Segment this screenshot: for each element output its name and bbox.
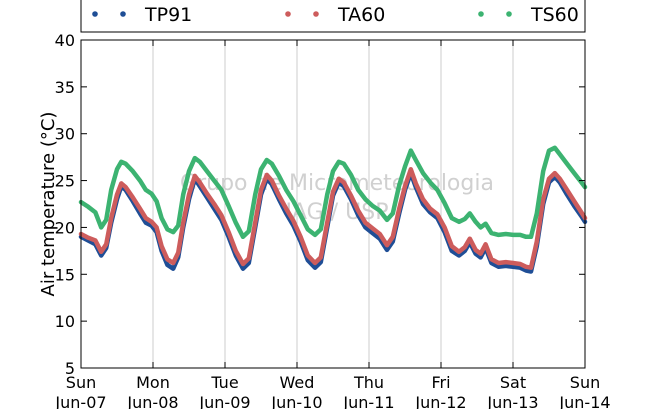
- x-tick-label-day: Sun: [66, 373, 96, 392]
- legend-box: [80, 0, 586, 33]
- legend-marker: [120, 11, 126, 17]
- legend-marker: [506, 11, 512, 17]
- y-tick-label: 30: [55, 125, 75, 144]
- legend-marker: [92, 11, 98, 17]
- series-line-ta60: [78, 167, 588, 270]
- y-axis-label: Air temperature (°C): [38, 112, 59, 297]
- x-tick-label-day: Mon: [136, 373, 170, 392]
- x-tick-label-day: Tue: [210, 373, 238, 392]
- series-line-ts60: [78, 145, 588, 240]
- x-tick-label-date: Jun-14: [558, 393, 610, 409]
- plot-frame: [80, 39, 586, 369]
- legend-marker: [285, 11, 291, 17]
- x-axis: SunJun-07MonJun-08TueJun-09WedJun-10ThuJ…: [54, 40, 611, 409]
- x-tick-label-day: Sun: [570, 373, 600, 392]
- x-tick-label-date: Jun-12: [414, 393, 466, 409]
- legend-marker: [478, 11, 484, 17]
- y-tick-label: 15: [55, 265, 75, 284]
- x-tick-label-day: Sat: [500, 373, 526, 392]
- series-group: [78, 145, 588, 274]
- y-tick-label: 40: [55, 31, 75, 50]
- legend-label-tp91: TP91: [144, 4, 192, 26]
- y-axis: 5 10 15 20 25 30 35 40: [55, 31, 585, 378]
- x-tick-label-day: Thu: [353, 373, 384, 392]
- legend-marker: [313, 11, 319, 17]
- y-tick-label: 20: [55, 218, 75, 237]
- x-tick-label-date: Jun-07: [54, 393, 106, 409]
- x-tick-label-date: Jun-10: [270, 393, 322, 409]
- x-tick-label-date: Jun-08: [126, 393, 178, 409]
- x-tick-label-date: Jun-09: [198, 393, 250, 409]
- y-tick-label: 10: [55, 312, 75, 331]
- x-tick-label-date: Jun-13: [486, 393, 538, 409]
- x-tick-label-day: Fri: [431, 373, 450, 392]
- legend-label-ta60: TA60: [337, 4, 385, 26]
- x-tick-label-day: Wed: [280, 373, 315, 392]
- y-tick-label: 35: [55, 78, 75, 97]
- legend-label-ts60: TS60: [530, 4, 579, 26]
- legend: TP91 TA60 TS60: [80, 0, 586, 33]
- x-tick-label-date: Jun-11: [342, 393, 394, 409]
- y-tick-label: 25: [55, 172, 75, 191]
- y-tick-label: 5: [65, 359, 75, 378]
